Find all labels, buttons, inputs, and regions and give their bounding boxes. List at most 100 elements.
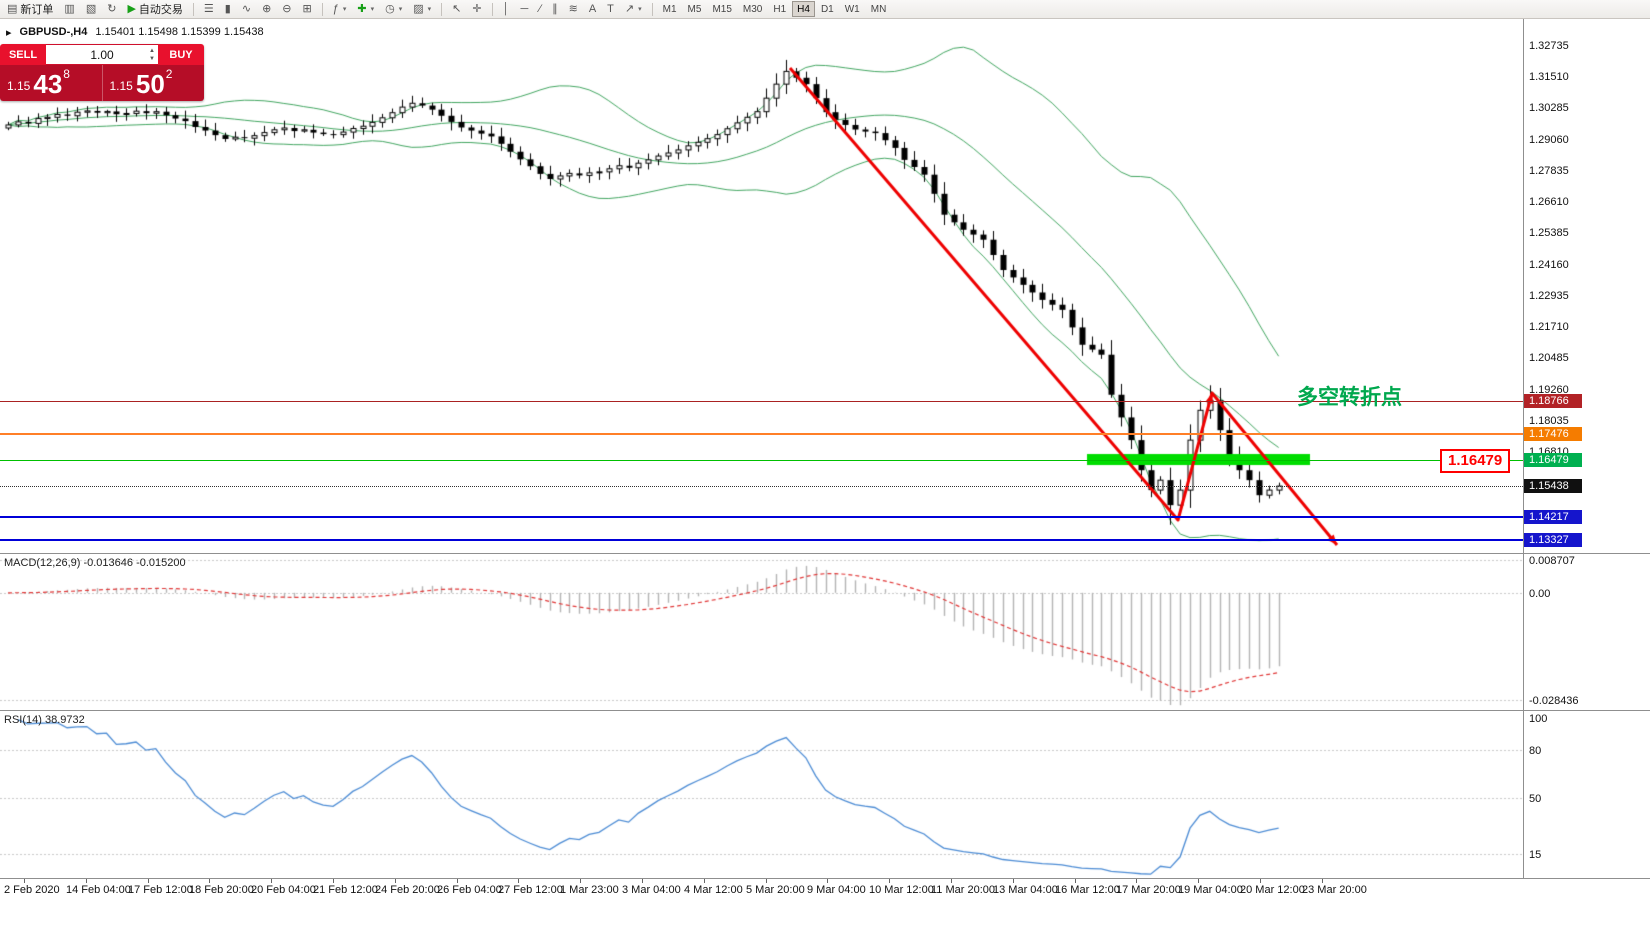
dropdown-caret-icon: ▾	[342, 6, 347, 13]
line-chart-button[interactable]: ∿	[237, 1, 256, 18]
price-axis-badge: 1.18766	[1524, 394, 1582, 408]
timeframe-w1-button[interactable]: W1	[840, 1, 865, 17]
text-button[interactable]: A	[584, 1, 601, 18]
new-order-button[interactable]: ▤ 新订单	[2, 1, 58, 18]
macd-canvas[interactable]	[0, 554, 1523, 710]
trade-panel-prices: 1.15 43 8 1.15 50 2	[0, 65, 204, 101]
time-axis-label: 20 Feb 04:00	[251, 884, 316, 896]
sell-price-pips: 43	[33, 69, 63, 99]
buy-price-point: 2	[165, 67, 173, 81]
cursor-button[interactable]: ↖	[447, 1, 466, 18]
timeframe-m30-button[interactable]: M30	[738, 1, 767, 17]
candlestick-chart-button[interactable]: ▮	[220, 1, 236, 18]
dropdown-caret-icon: ▾	[427, 6, 432, 13]
volume-stepper[interactable]: ▲▼	[46, 44, 158, 65]
crosshair-button[interactable]: ✛	[467, 1, 486, 18]
zoom-in-button[interactable]: ⊕	[257, 1, 276, 18]
timeframe-d1-button[interactable]: D1	[816, 1, 839, 17]
equidistant-channel-button[interactable]: ∥	[547, 1, 563, 18]
equidistant-channel-icon: ∥	[552, 2, 558, 15]
time-axis-label: 2 Feb 2020	[4, 884, 60, 896]
price-axis-tick: 1.26610	[1529, 196, 1569, 208]
horizontal-level-line[interactable]	[0, 433, 1523, 435]
indicators-list-button[interactable]: ƒ ▾	[328, 1, 352, 18]
panel-separator[interactable]	[0, 553, 1650, 554]
time-axis[interactable]: 2 Feb 2020 14 Feb 04:00 17 Feb 12:00 18 Feb…	[0, 878, 1650, 902]
zoom-in-icon: ⊕	[262, 2, 272, 15]
price-axis-tick: 1.29060	[1529, 134, 1569, 146]
rsi-canvas[interactable]	[0, 711, 1523, 877]
volume-input[interactable]	[72, 47, 132, 62]
price-chart-canvas[interactable]	[0, 19, 1523, 553]
fibonacci-retracement-button[interactable]: ≋	[564, 1, 583, 18]
time-axis-tick	[271, 879, 272, 883]
rsi-axis-tick: 15	[1529, 849, 1542, 861]
price-axis-tick: 1.31510	[1529, 71, 1569, 83]
templates-button[interactable]: ▨ ▾	[408, 1, 436, 18]
time-axis-label: 9 Mar 04:00	[807, 884, 866, 896]
price-axis-badge: 1.14217	[1524, 510, 1582, 524]
panel-separator[interactable]	[0, 710, 1650, 711]
horizontal-level-line[interactable]	[0, 460, 1523, 461]
add-indicator-button[interactable]: ✚ ▾	[352, 1, 379, 18]
time-axis-label: 17 Feb 12:00	[128, 884, 193, 896]
horizontal-line-button[interactable]: ─	[515, 1, 533, 18]
price-axis-badge: 1.13327	[1524, 533, 1582, 547]
price-axis-badge: 1.17476	[1524, 427, 1582, 441]
rsi-axis-tick: 50	[1529, 793, 1542, 805]
zoom-out-icon: ⊖	[282, 2, 292, 15]
sell-price-point: 8	[63, 67, 70, 81]
price-chart-panel[interactable]: ▸ GBPUSD-,H4 1.15401 1.15498 1.15399 1.1…	[0, 19, 1523, 553]
sell-button[interactable]: SELL	[0, 44, 46, 65]
spinner-down-icon[interactable]: ▼	[149, 56, 155, 62]
history-center-button[interactable]: ▥	[59, 1, 79, 18]
price-axis-badge: 1.15438	[1524, 479, 1582, 493]
chart-marker-icon: ▸	[6, 27, 12, 39]
indicators-list-icon: ƒ	[332, 2, 339, 15]
symbol-title: GBPUSD-,H4	[19, 26, 88, 38]
macd-axis-tick: 0.00	[1529, 588, 1551, 600]
timeframe-h1-button[interactable]: H1	[768, 1, 791, 17]
time-axis-tick	[766, 879, 767, 883]
volume-spinner[interactable]: ▲ ▼	[149, 47, 155, 63]
turning-point-annotation[interactable]: 多空转折点	[1297, 386, 1402, 409]
timeframe-mn-button[interactable]: MN	[866, 1, 892, 17]
timeframe-m1-button[interactable]: M1	[658, 1, 682, 17]
current-price-line[interactable]	[0, 486, 1523, 487]
price-axis-tick: 1.24160	[1529, 259, 1569, 271]
rsi-label: RSI(14) 38.9732	[4, 714, 85, 726]
profiles-button[interactable]: ▧	[81, 1, 101, 18]
rsi-panel[interactable]: RSI(14) 38.9732	[0, 711, 1523, 877]
time-axis-tick	[395, 879, 396, 883]
candlestick-chart-icon: ▮	[224, 2, 231, 15]
macd-panel[interactable]: MACD(12,26,9) -0.013646 -0.015200	[0, 554, 1523, 710]
timeframe-m5-button[interactable]: M5	[683, 1, 707, 17]
autotrading-button[interactable]: ▶ 自动交易	[122, 1, 187, 18]
refresh-button[interactable]: ↻	[102, 1, 121, 18]
sell-price: 1.15 43 8	[0, 65, 102, 101]
spinner-up-icon[interactable]: ▲	[149, 48, 155, 54]
periods-button[interactable]: ◷ ▾	[380, 1, 407, 18]
time-axis-tick	[827, 879, 828, 883]
bar-chart-button[interactable]: ☰	[199, 1, 219, 18]
timeframe-m15-button[interactable]: M15	[707, 1, 736, 17]
toolbar-separator	[441, 2, 443, 16]
price-axis[interactable]: 1.32735 1.31510 1.30285 1.29060 1.27835 1.266…	[1523, 19, 1650, 878]
trendline-button[interactable]: ∕	[534, 1, 546, 18]
time-axis-label: 21 Feb 12:00	[313, 884, 378, 896]
text-label-button[interactable]: T	[602, 1, 619, 18]
horizontal-level-line[interactable]	[0, 401, 1523, 402]
tile-windows-button[interactable]: ⊞	[298, 1, 317, 18]
horizontal-level-line[interactable]	[0, 539, 1523, 541]
symbol-header: ▸ GBPUSD-,H4 1.15401 1.15498 1.15399 1.1…	[6, 26, 264, 39]
support-price-label[interactable]: 1.16479	[1440, 449, 1511, 473]
horizontal-level-line[interactable]	[0, 516, 1523, 518]
buy-button[interactable]: BUY	[158, 44, 204, 65]
timeframe-h4-button[interactable]: H4	[792, 1, 815, 17]
time-axis-tick	[704, 879, 705, 883]
zoom-out-button[interactable]: ⊖	[277, 1, 296, 18]
vertical-line-button[interactable]: │	[498, 1, 515, 18]
periods-icon: ◷	[385, 2, 395, 15]
arrow-objects-button[interactable]: ↗ ▾	[620, 1, 647, 18]
